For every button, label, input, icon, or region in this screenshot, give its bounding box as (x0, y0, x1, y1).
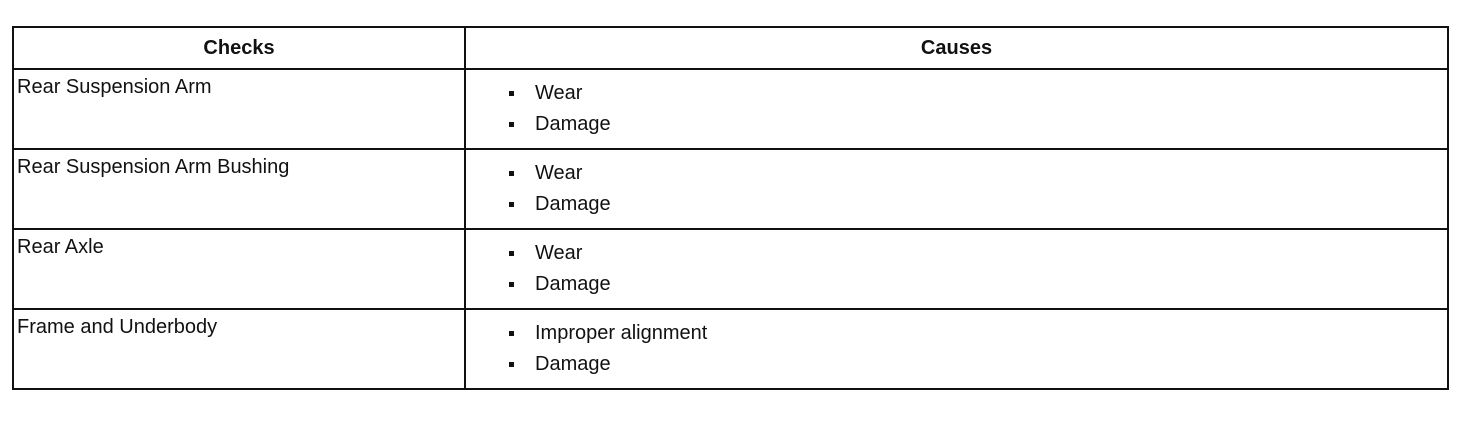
bullet-icon (509, 361, 514, 367)
table-row: Rear Suspension Arm Bushing Wear Damage (12, 148, 1449, 230)
bullet-icon (509, 90, 514, 96)
check-cell: Rear Suspension Arm (12, 68, 466, 150)
causes-cell: Wear Damage (464, 148, 1449, 230)
cause-text: Improper alignment (535, 321, 708, 344)
causes-cell: Wear Damage (464, 228, 1449, 310)
table-row: Frame and Underbody Improper alignment Dam… (12, 308, 1449, 390)
bullet-icon (509, 121, 514, 127)
bullet-icon (509, 250, 514, 256)
causes-cell: Wear Damage (464, 68, 1449, 150)
bullet-icon (509, 201, 514, 207)
header-row: Checks Causes (12, 26, 1449, 70)
bullet-icon (509, 330, 514, 336)
cause-item: Damage (466, 184, 1447, 224)
causes-cell: Improper alignment Damage (464, 308, 1449, 390)
cause-item: Wear (466, 156, 1447, 190)
check-cell: Frame and Underbody (12, 308, 466, 390)
cause-text: Wear (535, 241, 583, 264)
table-row: Rear Axle Wear Damage (12, 228, 1449, 310)
header-causes: Causes (464, 26, 1449, 70)
cause-text: Damage (535, 272, 611, 295)
cause-text: Damage (535, 192, 611, 215)
cause-text: Wear (535, 81, 583, 104)
bullet-icon (509, 170, 514, 176)
cause-item: Damage (466, 344, 1447, 384)
header-checks: Checks (12, 26, 466, 70)
cause-item: Damage (466, 104, 1447, 144)
cause-text: Damage (535, 112, 611, 135)
check-cell: Rear Axle (12, 228, 466, 310)
bullet-icon (509, 281, 514, 287)
table-row: Rear Suspension Arm Wear Damage (12, 68, 1449, 150)
cause-item: Wear (466, 76, 1447, 110)
cause-text: Wear (535, 161, 583, 184)
cause-text: Damage (535, 352, 611, 375)
checks-causes-table: Checks Causes Rear Suspension Arm Wear Dam… (12, 26, 1449, 390)
cause-item: Damage (466, 264, 1447, 304)
check-cell: Rear Suspension Arm Bushing (12, 148, 466, 230)
cause-item: Improper alignment (466, 316, 1447, 350)
cause-item: Wear (466, 236, 1447, 270)
